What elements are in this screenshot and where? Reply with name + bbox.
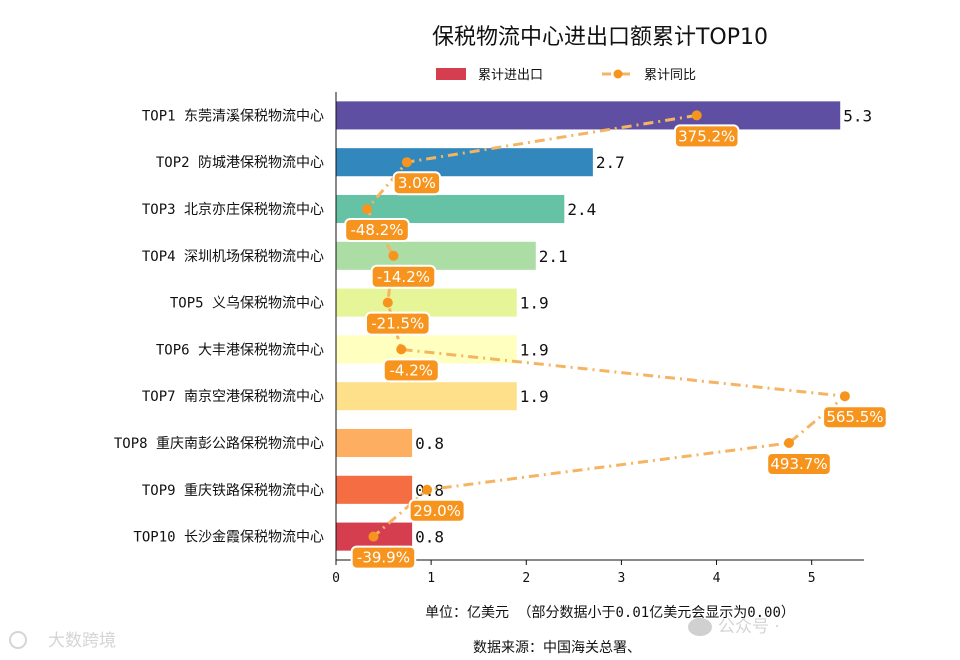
yoy-marker — [388, 250, 399, 261]
bar — [336, 428, 413, 458]
yoy-label-box — [364, 311, 431, 336]
yoy-line — [365, 113, 847, 538]
category-label: TOP2 防城港保税物流中心 — [156, 155, 324, 171]
yoy-label-box — [392, 171, 442, 196]
yoy-label: -39.9% — [350, 545, 417, 570]
category-label: TOP6 大丰港保税物流中心 — [156, 342, 324, 358]
yoy-label-text: 565.5% — [826, 408, 883, 426]
x-tick-label: 1 — [427, 571, 435, 586]
yoy-label-text: 3.0% — [398, 174, 436, 192]
yoy-label-text: -21.5% — [371, 315, 424, 333]
yoy-label: 493.7% — [766, 452, 832, 476]
x-ticks: 0 1 2 3 4 5 — [332, 560, 816, 586]
yoy-marker — [382, 297, 393, 308]
category-labels: TOP1 东莞清溪保税物流中心 TOP2 防城港保税物流中心 TOP3 北京亦庄保税… — [114, 108, 324, 545]
yoy-label-text: -14.2% — [377, 268, 430, 286]
legend-bar-label: 累计进出口 — [478, 68, 543, 83]
yoy-label-box — [344, 218, 410, 242]
yoy-marker — [839, 391, 850, 402]
yoy-marker — [691, 110, 702, 121]
legend-bar-swatch — [436, 68, 466, 80]
bar-value-label: 5.3 — [843, 106, 872, 125]
yoy-label: 29.0% — [408, 498, 466, 523]
x-tick-label: 0 — [332, 571, 340, 586]
bar — [336, 382, 517, 411]
category-label: TOP5 义乌保税物流中心 — [170, 296, 324, 312]
yoy-label-text: -4.2% — [389, 361, 433, 379]
category-label: TOP9 重庆铁路保税物流中心 — [142, 483, 324, 499]
category-label: TOP4 深圳机场保税物流中心 — [142, 249, 324, 265]
yoy-label: 565.5% — [822, 405, 888, 430]
yoy-label: -48.2% — [344, 218, 410, 242]
line-series — [361, 110, 850, 542]
bar-value-label: 1.9 — [520, 340, 549, 359]
bar — [336, 101, 841, 130]
bar-value-label: 2.4 — [567, 200, 596, 219]
bar-value-label: 2.7 — [596, 153, 625, 172]
yoy-label-text: -48.2% — [350, 221, 403, 239]
chart-title: 保税物流中心进出口额累计TOP10 — [432, 25, 768, 50]
bar-value-label: 2.1 — [539, 247, 568, 266]
watermark-right: 公众号 · — [688, 617, 780, 637]
yoy-label-text: -39.9% — [357, 549, 410, 567]
yoy-label-text: 493.7% — [770, 455, 827, 473]
source-note: 数据来源：中国海关总署、 — [473, 640, 641, 656]
unit-note: 单位：亿美元 （部分数据小于0.01亿美元会显示为0.00） — [425, 605, 795, 621]
line-value-labels: 375.2% 3.0% -48.2% -14.2% -21.5% -4.2% 565.5% 4… — [344, 124, 888, 570]
bar — [336, 241, 536, 270]
yoy-label-box — [673, 124, 740, 149]
bar-value-label: 1.9 — [520, 294, 549, 313]
yoy-marker — [422, 484, 433, 495]
watermark-logo-icon — [9, 631, 27, 649]
yoy-marker — [401, 157, 412, 168]
watermark-left: 大数跨境 — [9, 631, 116, 651]
category-label: TOP3 北京亦庄保税物流中心 — [142, 201, 324, 218]
category-label: TOP10 长沙金霞保税物流中心 — [133, 530, 324, 546]
yoy-marker — [368, 531, 379, 542]
yoy-label: 375.2% — [673, 124, 740, 149]
yoy-label-box — [408, 498, 466, 523]
yoy-label-text: 29.0% — [413, 502, 461, 520]
bar-value-labels: 5.32.72.42.11.91.91.90.80.80.8 — [415, 106, 872, 546]
bar-value-label: 0.8 — [415, 434, 444, 453]
x-tick-label: 3 — [617, 571, 625, 586]
category-label: TOP7 南京空港保税物流中心 — [142, 389, 324, 405]
yoy-label-box — [822, 405, 888, 430]
yoy-label-box — [370, 264, 437, 289]
bar-value-label: 0.8 — [415, 528, 444, 547]
legend: 累计进出口 累计同比 — [436, 68, 696, 83]
yoy-label-box — [766, 452, 832, 476]
yoy-marker — [784, 438, 795, 448]
x-tick-label: 5 — [808, 571, 816, 586]
yoy-marker — [396, 344, 407, 355]
yoy-label: 3.0% — [392, 171, 442, 196]
category-label: TOP1 东莞清溪保税物流中心 — [142, 108, 324, 124]
x-tick-label: 4 — [713, 571, 721, 586]
yoy-label: -14.2% — [370, 264, 437, 289]
x-tick-label: 2 — [522, 571, 530, 586]
watermark-right-text: 公众号 · — [718, 617, 780, 637]
wechat-icon — [688, 618, 712, 636]
yoy-label: -4.2% — [382, 358, 440, 383]
yoy-label-box — [350, 545, 417, 570]
legend-line-marker — [613, 69, 623, 79]
yoy-marker — [361, 204, 372, 214]
yoy-label-box — [382, 358, 440, 383]
axes: 0 1 2 3 4 5 — [332, 92, 864, 586]
bar — [336, 475, 413, 504]
legend-line-label: 累计同比 — [644, 68, 696, 83]
watermark-left-text: 大数跨境 — [48, 631, 116, 651]
yoy-label: -21.5% — [364, 311, 431, 336]
category-label: TOP8 重庆南彭公路保税物流中心 — [114, 436, 324, 452]
bar-value-label: 1.9 — [520, 387, 549, 406]
yoy-label-text: 375.2% — [678, 127, 735, 145]
